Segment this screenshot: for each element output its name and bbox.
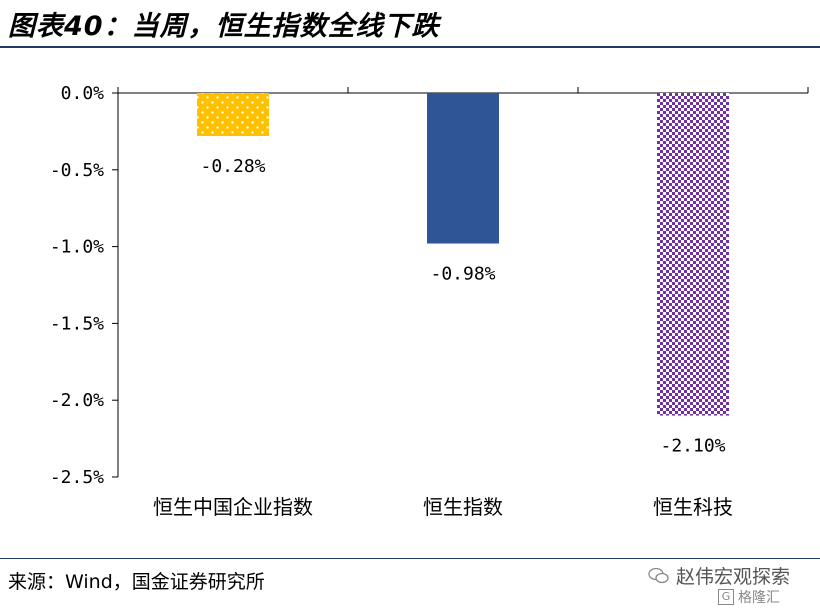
bar — [427, 93, 499, 244]
y-tick-label: -2.5% — [50, 467, 104, 488]
watermark-text: 赵伟宏观探索 — [675, 566, 790, 588]
bar — [657, 93, 729, 416]
data-label: -2.10% — [660, 436, 725, 457]
y-tick-label: -0.5% — [50, 160, 104, 181]
source-note: 来源：Wind，国金证券研究所 — [8, 571, 265, 593]
data-label: -0.28% — [200, 156, 265, 177]
y-tick-label: -1.5% — [50, 313, 104, 334]
data-label: -0.98% — [430, 264, 495, 285]
bar-chart: 0.0% -0.5% -1.0% -1.5% -2.0% -2.5% -0.28% 恒生中国… — [50, 83, 809, 519]
watermark-secondary: G 格隆汇 — [718, 587, 780, 607]
x-category-label: 恒生科技 — [653, 495, 733, 519]
watermark: 赵伟宏观探索 — [648, 562, 790, 589]
title-divider — [0, 46, 820, 48]
watermark-secondary-text: 格隆汇 — [738, 590, 780, 606]
x-category-label: 恒生指数 — [423, 495, 503, 519]
footer-divider — [0, 558, 820, 559]
bar — [197, 93, 269, 137]
y-tick-label: -2.0% — [50, 390, 104, 411]
y-tick-label: 0.0% — [61, 83, 105, 104]
wechat-icon — [648, 567, 669, 583]
logo-icon: G — [718, 589, 734, 605]
y-tick-label: -1.0% — [50, 237, 104, 258]
x-category-label: 恒生中国企业指数 — [153, 495, 313, 519]
chart-title: 图表40：当周，恒生指数全线下跌 — [8, 11, 440, 42]
